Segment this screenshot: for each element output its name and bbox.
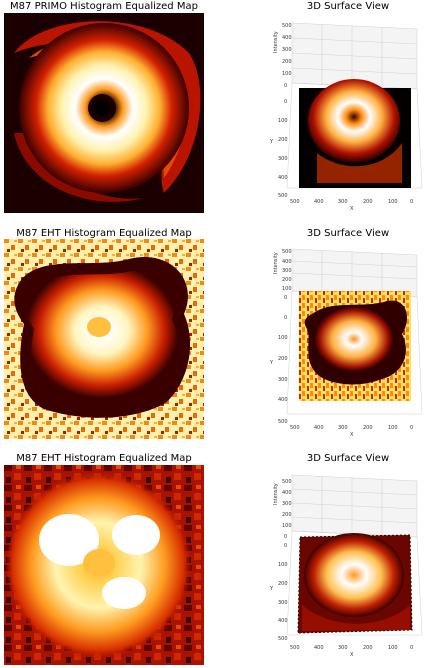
axis-tick-label: 100 xyxy=(282,286,292,292)
axis-tick-label: 100 xyxy=(278,335,288,341)
surface-ring-3 xyxy=(304,533,404,617)
map-title-eht-2: M87 EHT Histogram Equalized Map xyxy=(16,453,192,464)
axis-tick-label: 400 xyxy=(314,645,324,651)
ylabel: Y xyxy=(269,139,274,145)
axis-tick-label: 300 xyxy=(278,600,288,606)
axis-tick-label: 0 xyxy=(410,425,413,431)
axis-tick-label: 500 xyxy=(278,193,288,199)
bright-blob xyxy=(25,269,179,405)
eht-heatmap-1 xyxy=(4,239,204,439)
axis-tick-label: 100 xyxy=(282,71,292,77)
surface-plot-1: 500 400 300 200 100 0 Intensity 0 100 20… xyxy=(269,22,423,212)
axis-tick-label: 500 xyxy=(290,199,300,205)
axis-tick-label: 300 xyxy=(338,645,348,651)
white-patch-bottom xyxy=(102,577,146,609)
axis-tick-label: 200 xyxy=(282,512,292,518)
axis-tick-label: 400 xyxy=(282,490,292,496)
axis-tick-label: 300 xyxy=(282,47,292,53)
axis-tick-label: 0 xyxy=(410,645,413,651)
axis-tick-label: 200 xyxy=(282,277,292,283)
axis-tick-label: X xyxy=(350,432,354,438)
axis-tick-label: 100 xyxy=(278,562,288,568)
axis-tick-label: 400 xyxy=(314,425,324,431)
map-title-eht-1: M87 EHT Histogram Equalized Map xyxy=(16,228,192,239)
axis-tick-label: 200 xyxy=(282,59,292,65)
axis-tick-label: 100 xyxy=(388,199,398,205)
axis-tick-label: Y xyxy=(269,586,274,592)
axis-tick-label: 400 xyxy=(278,397,288,403)
axis-tick-label: 400 xyxy=(282,35,292,41)
axis-tick-label: 0 xyxy=(284,534,287,540)
white-patch-right xyxy=(112,515,160,555)
axis-tick-label: 0 xyxy=(284,83,287,89)
surface-ring xyxy=(308,79,400,163)
axis-tick-label: 300 xyxy=(338,425,348,431)
axis-tick-label: 200 xyxy=(363,425,373,431)
white-patch-left xyxy=(39,514,99,566)
axis-tick-label: 100 xyxy=(388,425,398,431)
axis-tick-label: Y xyxy=(269,360,274,366)
axis-tick-label: 400 xyxy=(278,175,288,181)
ztick-0: 500 xyxy=(282,23,292,29)
zlabel: Intensity xyxy=(273,31,279,53)
xlabel: X xyxy=(350,206,354,212)
axis-tick-label: 500 xyxy=(278,419,288,425)
eht-heatmap-2 xyxy=(4,465,204,665)
axis-tick-label: 0 xyxy=(284,315,287,321)
axis-tick-label: 300 xyxy=(278,377,288,383)
axis-tick-label: 200 xyxy=(278,581,288,587)
axis-tick-label: 100 xyxy=(282,523,292,529)
axis-tick-label: Intensity xyxy=(273,252,279,274)
surface-title-1: 3D Surface View xyxy=(306,1,390,12)
surface-plot-3: 500 400 300 200 100 0 Intensity 0 100 20… xyxy=(269,474,423,658)
axis-tick-label: 100 xyxy=(278,118,288,124)
map-title-primo: M87 PRIMO Histogram Equalized Map xyxy=(10,1,198,12)
axis-tick-label: X xyxy=(350,652,354,658)
axis-tick-label: 0 xyxy=(284,543,287,549)
primo-heatmap xyxy=(4,13,204,213)
axis-tick-label: 300 xyxy=(282,501,292,507)
axis-tick-label: 100 xyxy=(388,645,398,651)
axis-tick-label: 300 xyxy=(338,199,348,205)
axis-tick-label: Intensity xyxy=(273,483,279,505)
axis-tick-label: 500 xyxy=(290,425,300,431)
axis-tick-label: 300 xyxy=(282,268,292,274)
axis-tick-label: 0 xyxy=(284,99,287,105)
axis-tick-label: 200 xyxy=(363,199,373,205)
axis-tick-label: 500 xyxy=(282,249,292,255)
axis-tick-label: 500 xyxy=(278,636,288,642)
axis-tick-label: 300 xyxy=(278,156,288,162)
surface-plot-2: 500 400 300 200 100 0 Intensity 0 100 20… xyxy=(269,248,423,438)
axis-tick-label: 500 xyxy=(290,645,300,651)
axis-tick-label: 0 xyxy=(284,295,287,301)
axis-tick-label: 200 xyxy=(278,137,288,143)
axis-tick-label: 500 xyxy=(282,479,292,485)
surface-title-3: 3D Surface View xyxy=(306,453,390,464)
surface-title-2: 3D Surface View xyxy=(306,228,390,239)
axis-tick-label: 0 xyxy=(410,199,413,205)
axis-tick-label: 400 xyxy=(314,199,324,205)
axis-tick-label: 400 xyxy=(278,618,288,624)
axis-tick-label: 200 xyxy=(363,645,373,651)
axis-tick-label: 400 xyxy=(282,259,292,265)
axis-tick-label: 200 xyxy=(278,356,288,362)
